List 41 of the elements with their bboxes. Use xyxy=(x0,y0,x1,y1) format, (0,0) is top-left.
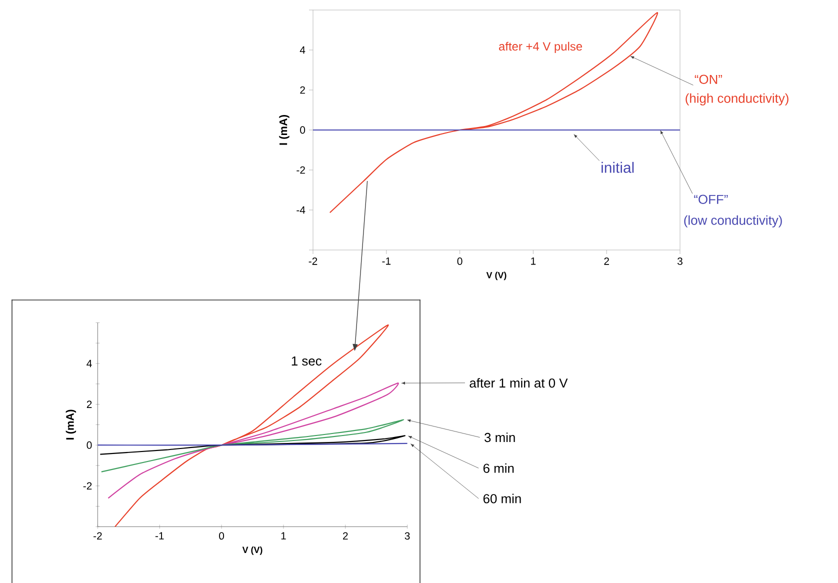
x-axis-title: V (V) xyxy=(242,546,262,555)
annotation: “OFF” xyxy=(694,194,728,204)
text: 6 min xyxy=(483,463,514,473)
y-tick-label: 2 xyxy=(86,400,92,408)
x-tick-label: 0 xyxy=(219,532,224,540)
text: initial xyxy=(602,162,634,173)
text: (high conductivity) xyxy=(686,93,788,106)
x-tick-label: 1 xyxy=(531,258,536,265)
x-tick-label: -2 xyxy=(308,258,318,265)
y-tick-label: -2 xyxy=(83,482,92,490)
y-tick-label: 2 xyxy=(300,86,305,94)
series-label: 1 sec xyxy=(292,356,322,366)
y-tick-label: 4 xyxy=(300,46,306,54)
line-series xyxy=(108,382,399,499)
x-tick-label: 2 xyxy=(604,258,609,265)
y-axis-title: I (mA) xyxy=(66,410,76,440)
y-tick-label: -4 xyxy=(296,206,306,214)
y-tick-label: 0 xyxy=(300,126,306,134)
line-series xyxy=(329,12,658,214)
x-tick-label: 1 xyxy=(281,532,286,540)
x-tick-label: 3 xyxy=(677,258,682,265)
y-axis-title: I (mA) xyxy=(279,115,290,145)
text: 3 min xyxy=(484,432,515,442)
x-tick-label: 0 xyxy=(457,258,462,265)
y-tick-label: -2 xyxy=(296,166,305,174)
y-tick-label: 4 xyxy=(86,360,92,368)
line-series xyxy=(114,324,389,528)
text: after 1 min at 0 V xyxy=(470,378,568,388)
x-tick-label: -1 xyxy=(155,532,164,540)
text: (low conductivity) xyxy=(684,215,782,228)
text: 60 min xyxy=(483,494,521,504)
x-axis-title: V (V) xyxy=(486,272,506,280)
series-label: after +4 V pulse xyxy=(499,42,582,53)
x-tick-label: -2 xyxy=(94,532,102,540)
x-tick-label: -1 xyxy=(382,258,391,265)
line-series xyxy=(100,435,406,455)
annotation: “ON” xyxy=(694,74,722,84)
y-tick-label: 0 xyxy=(86,441,92,449)
line-series xyxy=(100,419,404,472)
x-tick-label: 2 xyxy=(343,532,348,540)
x-tick-label: 3 xyxy=(404,532,410,540)
